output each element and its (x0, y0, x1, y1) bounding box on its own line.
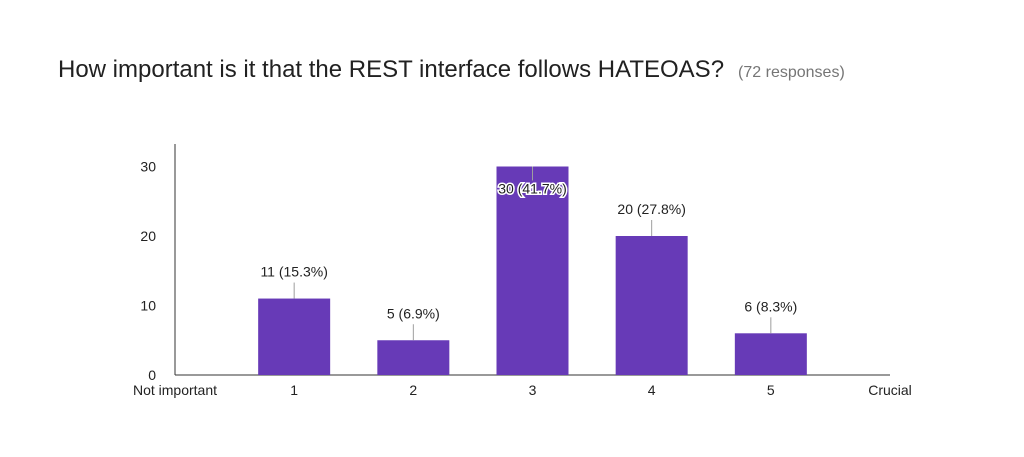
data-label: 20 (27.8%) (617, 201, 685, 217)
data-label: 11 (15.3%) (260, 264, 327, 280)
x-tick-label: 1 (290, 382, 298, 398)
bar (377, 340, 450, 375)
x-tick-label-end: Crucial (868, 382, 912, 398)
x-tick-label-start: Not important (133, 382, 217, 398)
bar (496, 166, 569, 375)
title-row: How important is it that the REST interf… (58, 56, 845, 84)
x-tick-label: 5 (767, 382, 775, 398)
data-label: 6 (8.3%) (744, 298, 797, 314)
data-label: 5 (6.9%) (387, 305, 440, 321)
x-tick-label: 4 (648, 382, 656, 398)
chart-title: How important is it that the REST interf… (58, 56, 725, 83)
x-tick-label: 2 (409, 382, 417, 398)
bar (615, 236, 688, 375)
bar (734, 333, 807, 375)
response-count: (72 responses) (738, 64, 845, 81)
y-tick-label: 0 (148, 367, 156, 383)
data-label: 30 (41.7%) (498, 181, 566, 197)
y-tick-label: 30 (140, 159, 156, 175)
bar (258, 298, 331, 375)
y-tick-label: 20 (140, 228, 156, 244)
y-tick-label: 10 (140, 298, 156, 314)
x-tick-label: 3 (529, 382, 537, 398)
